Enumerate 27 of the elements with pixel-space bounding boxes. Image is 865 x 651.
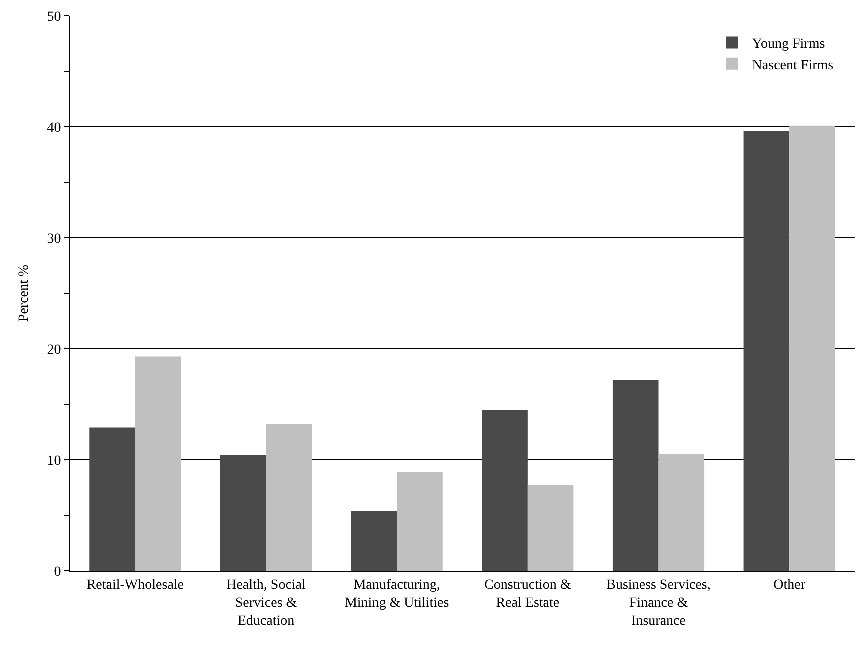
- bar: [658, 454, 705, 571]
- y-tick-label: 30: [47, 232, 62, 247]
- y-tick-label: 20: [47, 342, 62, 358]
- bar: [482, 410, 528, 571]
- y-axis-title: Percent %: [16, 264, 32, 322]
- x-tick-label: Other: [774, 578, 806, 593]
- x-tick-label: Health, Social Services & Education: [226, 578, 306, 630]
- y-tick-label: 10: [47, 454, 62, 469]
- y-tick-label: 50: [47, 10, 62, 25]
- x-tick-label: Construction & Real Estate: [484, 578, 572, 611]
- x-tick-label: Business Services, Finance & Insurance: [606, 578, 711, 630]
- x-tick-label: Retail-Wholesale: [86, 578, 184, 593]
- y-tick-label: 40: [47, 120, 62, 136]
- bar: [612, 380, 659, 571]
- bar: [266, 424, 312, 571]
- y-tick-label: 0: [54, 564, 62, 580]
- legend-label: Nascent Firms: [752, 58, 834, 74]
- legend-label: Young Firms: [752, 37, 826, 52]
- bar: [528, 486, 574, 571]
- bar: [90, 428, 136, 571]
- bar: [351, 511, 398, 571]
- bar: [220, 456, 266, 571]
- bar: [744, 131, 790, 571]
- bar: [397, 472, 443, 571]
- bar: [790, 126, 836, 571]
- bar: [135, 356, 182, 571]
- x-tick-label: Manufacturing, Mining & Utilities: [344, 578, 450, 611]
